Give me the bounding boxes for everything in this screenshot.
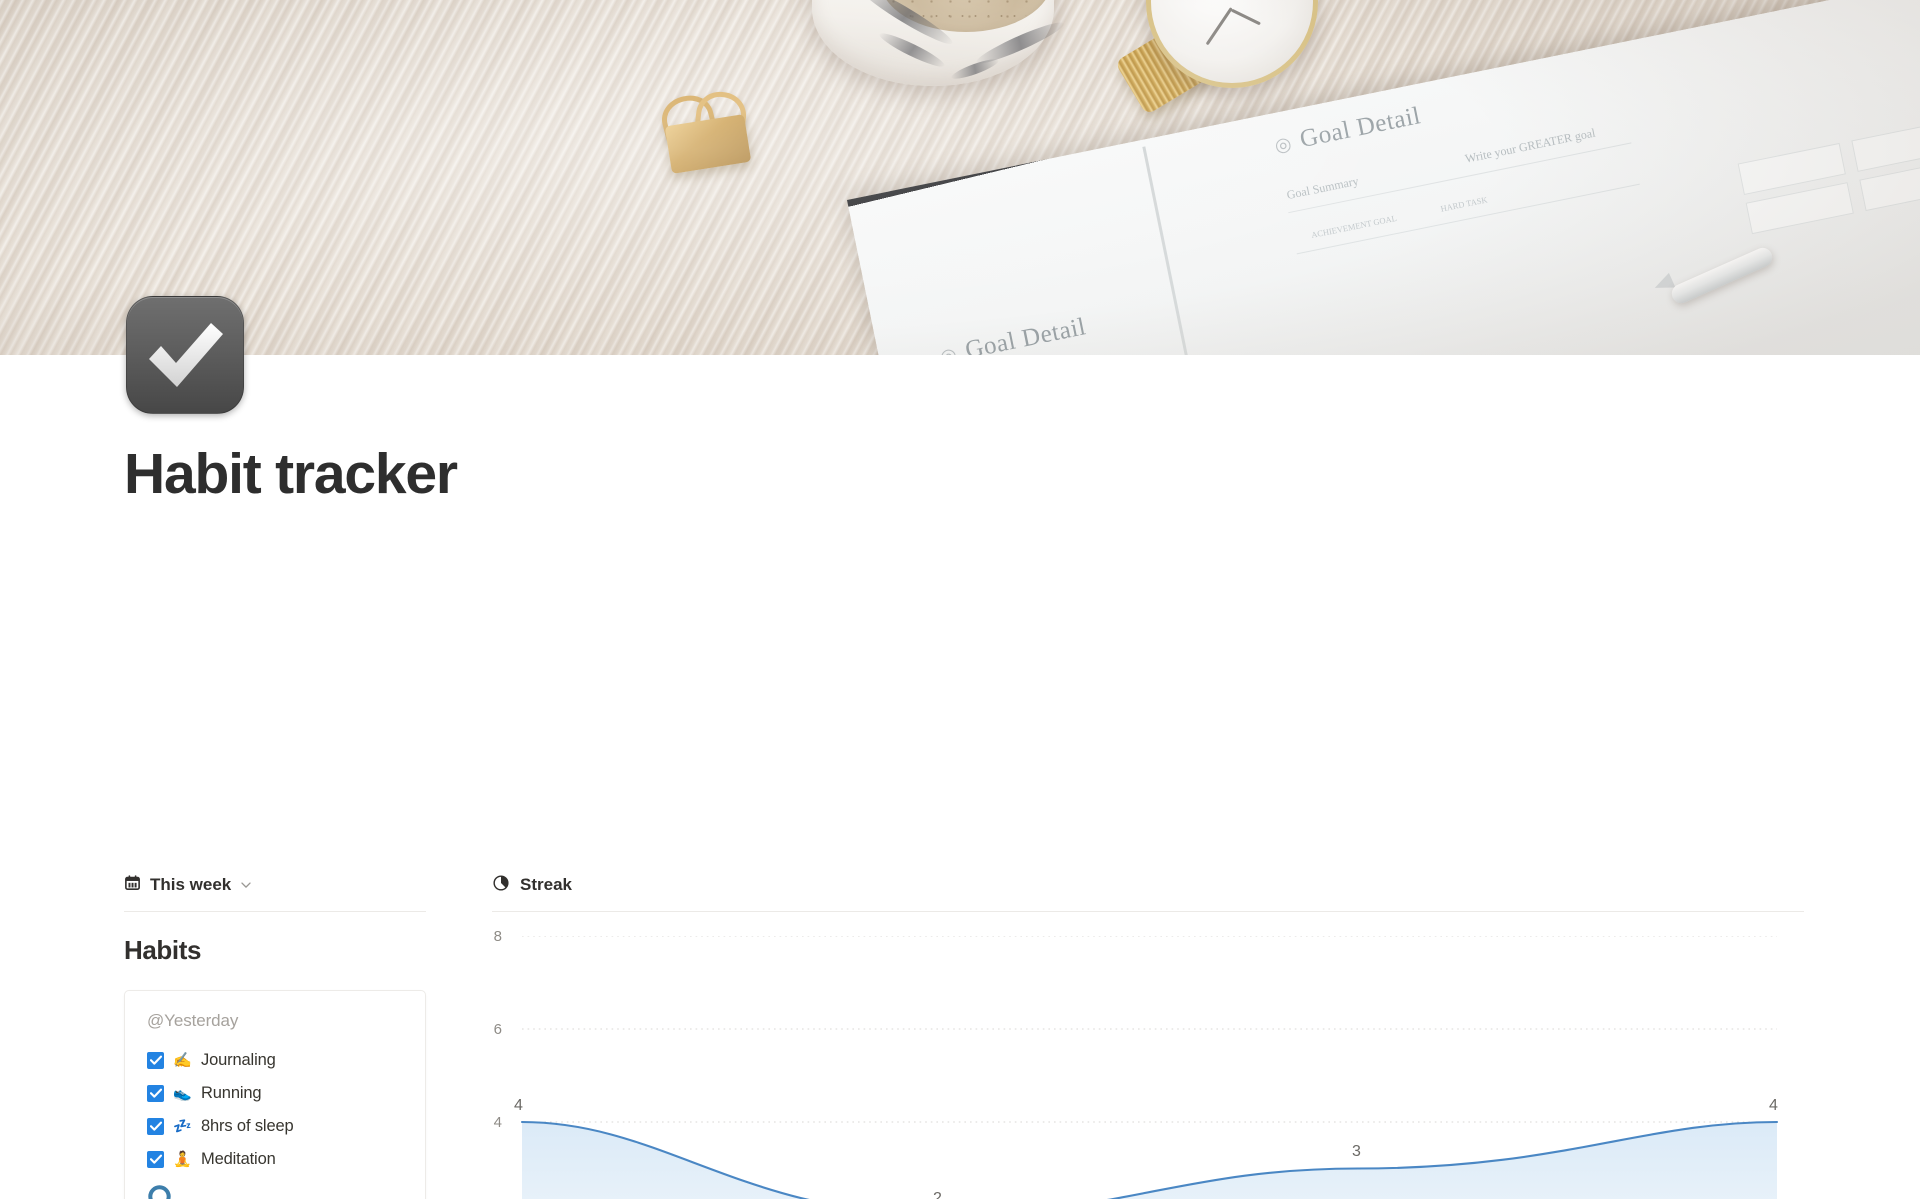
data-point-label: 4 xyxy=(1769,1097,1778,1114)
habit-label: 8hrs of sleep xyxy=(201,1117,294,1135)
data-point-label: 3 xyxy=(1352,1143,1361,1160)
week-filter-select[interactable]: This week xyxy=(124,871,426,899)
streak-chart-header[interactable]: Streak xyxy=(492,871,1804,899)
y-axis-tick: 4 xyxy=(493,1114,502,1131)
writing-hand-emoji: ✍️ xyxy=(173,1052,192,1069)
habit-label: Meditation xyxy=(201,1150,276,1168)
data-point-label: 4 xyxy=(514,1097,523,1114)
habits-heading: Habits xyxy=(124,935,202,965)
habit-row[interactable]: ✍️ Journaling xyxy=(147,1044,403,1077)
streak-chart-panel: Streak xyxy=(492,871,1804,1199)
habit-card[interactable]: @Yesterday ✍️ Journaling 👟 Running xyxy=(124,990,426,1199)
progress-ring-100 xyxy=(147,1184,172,1199)
habits-column: This week Habits @Yesterday ✍️ Journalin… xyxy=(124,871,426,1199)
streak-area-chart[interactable]: 8 6 4 2 0 4 2 3 4 August 9, 2024 August … xyxy=(492,928,1804,1199)
habit-row[interactable]: 👟 Running xyxy=(147,1077,403,1110)
running-shoe-emoji: 👟 xyxy=(173,1085,192,1102)
chart-divider xyxy=(492,911,1804,912)
week-filter-label: This week xyxy=(150,875,232,894)
habit-checkbox-checked[interactable] xyxy=(147,1085,164,1102)
habit-label: Journaling xyxy=(201,1051,276,1069)
meditation-emoji: 🧘 xyxy=(173,1151,192,1168)
habit-row[interactable]: 💤 8hrs of sleep xyxy=(147,1110,403,1143)
page-cover-banner[interactable]: ◎Goal Detail ◎Goal Detail Goal Summary W… xyxy=(0,0,1920,355)
habit-checkbox-checked[interactable] xyxy=(147,1052,164,1069)
page-title: Habit tracker xyxy=(124,442,458,506)
y-axis-tick: 6 xyxy=(493,1021,502,1038)
y-axis-tick: 8 xyxy=(493,928,502,945)
calendar-icon xyxy=(124,874,141,896)
cover-vignette xyxy=(0,0,1920,355)
habit-checkbox-checked[interactable] xyxy=(147,1118,164,1135)
habit-card-date: @Yesterday xyxy=(147,1011,239,1030)
check-mark-app-icon[interactable] xyxy=(126,296,244,414)
streak-chart-title: Streak xyxy=(520,875,572,894)
habit-row[interactable]: 🧘 Meditation xyxy=(147,1143,403,1176)
pie-chart-icon xyxy=(492,874,510,897)
column-divider xyxy=(124,911,426,912)
chevron-down-icon xyxy=(239,878,253,892)
habit-progress-ring-wrap xyxy=(147,1176,403,1199)
sleep-zzz-emoji: 💤 xyxy=(173,1118,192,1135)
habit-checkbox-checked[interactable] xyxy=(147,1151,164,1168)
habit-label: Running xyxy=(201,1084,262,1102)
data-point-label: 2 xyxy=(933,1190,942,1199)
